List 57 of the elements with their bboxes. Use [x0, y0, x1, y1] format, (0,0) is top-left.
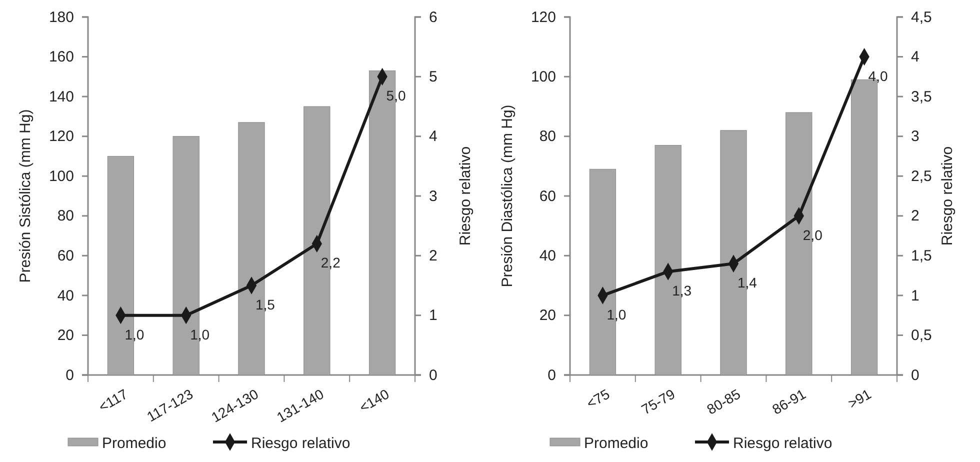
y-tick-label: 60 [539, 188, 556, 205]
y-tick-label: 120 [530, 8, 556, 26]
y-tick-label: 0 [66, 366, 74, 384]
y-tick-label: 100 [530, 68, 556, 86]
y2-tick-label: 3 [429, 188, 438, 205]
y-tick-label: 100 [48, 168, 74, 185]
data-label: 4,0 [868, 68, 888, 84]
data-label: 2,0 [802, 226, 823, 243]
x-tick-label: <140 [356, 386, 392, 416]
legend-label: Promedio [584, 435, 648, 452]
y-tick-label: 40 [57, 287, 74, 304]
x-tick-label: 75-79 [638, 386, 678, 418]
data-label: 1,0 [190, 326, 210, 342]
y-tick-label: 160 [48, 48, 74, 66]
legend-label: Promedio [102, 435, 166, 452]
y2-axis-title: Riesgo relativo [939, 146, 956, 246]
legend-label: Riesgo relativo [733, 435, 832, 452]
y2-tick-label: 1 [429, 307, 438, 324]
y2-tick-label: 3 [911, 128, 920, 146]
data-label: 1,0 [124, 326, 144, 342]
y-tick-label: 180 [48, 8, 74, 26]
y-tick-label: 120 [48, 128, 74, 146]
data-label: 1,3 [672, 282, 692, 299]
data-label: 2,2 [320, 254, 341, 271]
x-tick-label: <75 [584, 386, 612, 412]
y2-axis-title: Riesgo relativo [457, 146, 474, 246]
y-tick-label: 20 [539, 307, 556, 324]
y-axis-title: Presión Diastólica (mm Hg) [499, 104, 516, 288]
data-label: 5,0 [386, 88, 406, 104]
y2-tick-label: 1,5 [911, 247, 932, 264]
x-tick-label: >91 [845, 386, 874, 412]
y-tick-label: 20 [57, 327, 74, 344]
y-axis-title: Presión Sistólica (mm Hg) [17, 109, 34, 283]
y-tick-label: 40 [539, 247, 556, 264]
y2-tick-label: 2 [911, 208, 920, 225]
y2-tick-label: 0 [429, 366, 438, 384]
data-label: 1,4 [738, 274, 758, 291]
y2-tick-label: 6 [429, 8, 438, 26]
y2-tick-label: 0,5 [911, 327, 932, 344]
y2-tick-label: 4,5 [911, 8, 932, 26]
y-tick-label: 80 [57, 208, 74, 225]
y2-tick-label: 0 [911, 366, 920, 384]
y-tick-label: 80 [539, 128, 556, 146]
y2-tick-label: 5 [429, 68, 438, 86]
y2-tick-label: 4 [429, 128, 438, 146]
x-tick-label: <117 [96, 386, 130, 415]
y2-tick-label: 2 [429, 247, 438, 264]
data-label: 1,0 [606, 306, 626, 322]
y2-tick-label: 3,5 [911, 88, 932, 106]
y2-tick-label: 2,5 [911, 168, 932, 185]
y2-tick-label: 4 [911, 48, 920, 66]
data-label: 1,5 [256, 296, 276, 312]
legend-label: Riesgo relativo [251, 435, 350, 452]
y-tick-label: 60 [57, 247, 74, 264]
y2-tick-label: 1 [911, 287, 920, 304]
y-tick-label: 140 [48, 88, 74, 106]
y-tick-label: 0 [548, 366, 556, 384]
